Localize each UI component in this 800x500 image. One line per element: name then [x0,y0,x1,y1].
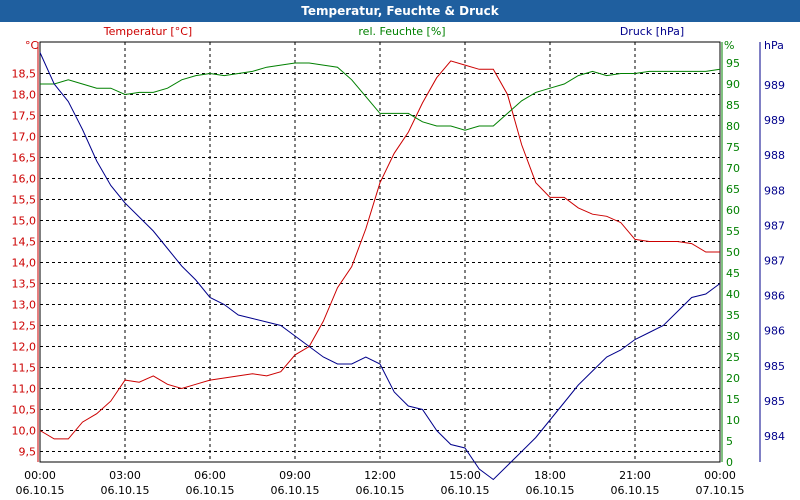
temperature-tick-label: 17,5 [12,110,37,123]
humidity-tick-label: 70 [726,162,740,175]
humidity-tick-label: 5 [726,435,733,448]
temperature-tick-label: 14,5 [12,236,37,249]
pressure-line [39,52,721,481]
temperature-tick-label: 15,5 [12,194,37,207]
temperature-tick-label: 11,5 [12,362,37,375]
temperature-tick-label: 10,0 [12,425,37,438]
humidity-tick-label: 55 [726,225,740,238]
chart-title-bar [0,0,800,22]
humidity-axis-title: rel. Feuchte [%] [358,25,445,38]
temperature-tick-label: 13,5 [12,278,37,291]
humidity-line [40,62,721,131]
temperature-tick-label: 9,5 [19,446,37,459]
humidity-tick-label: 80 [726,120,740,133]
humidity-unit-label: % [724,39,734,52]
x-tick-time: 21:00 [619,469,651,482]
pressure-tick-label: 985 [764,360,785,373]
temperature-tick-label: 16,5 [12,152,37,165]
temperature-unit-label: °C [25,39,39,52]
temperature-tick-label: 13,0 [12,299,37,312]
x-tick-date: 06.10.15 [186,484,235,497]
temperature-tick-label: 16,0 [12,173,37,186]
pressure-tick-label: 985 [764,395,785,408]
x-tick-time: 03:00 [109,469,141,482]
x-tick-time: 06:00 [194,469,226,482]
pressure-unit-label: hPa [764,39,784,52]
grid-lines [40,42,720,462]
humidity-tick-label: 95 [726,57,740,70]
temperature-axis-title: Temperatur [°C] [103,25,192,38]
humidity-tick-label: 15 [726,393,740,406]
humidity-tick-label: 20 [726,372,740,385]
humidity-tick-label: 25 [726,351,740,364]
x-tick-time: 00:00 [704,469,736,482]
humidity-tick-label: 45 [726,267,740,280]
pressure-tick-label: 986 [764,290,785,303]
temperature-tick-label: 18,5 [12,68,37,81]
temperature-tick-label: 15,0 [12,215,37,228]
x-tick-date: 06.10.15 [101,484,150,497]
pressure-tick-label: 987 [764,219,785,232]
humidity-tick-label: 65 [726,183,740,196]
humidity-tick-label: 10 [726,414,740,427]
x-tick-date: 06.10.15 [16,484,65,497]
pressure-tick-label: 986 [764,325,785,338]
temperature-tick-label: 12,0 [12,341,37,354]
x-tick-time: 18:00 [534,469,566,482]
x-tick-date: 06.10.15 [271,484,320,497]
temperature-tick-label: 14,0 [12,257,37,270]
humidity-tick-label: 60 [726,204,740,217]
x-tick-date: 07.10.15 [696,484,745,497]
pressure-axis-title: Druck [hPa] [620,25,684,38]
temperature-tick-label: 10,5 [12,404,37,417]
x-tick-date: 06.10.15 [441,484,490,497]
humidity-tick-label: 35 [726,309,740,322]
series-lines [39,52,721,481]
x-tick-time: 12:00 [364,469,396,482]
temperature-line [39,60,720,440]
humidity-tick-label: 75 [726,141,740,154]
x-tick-time: 15:00 [449,469,481,482]
temperature-tick-label: 17,0 [12,131,37,144]
pressure-tick-label: 989 [764,79,785,92]
pressure-tick-label: 987 [764,255,785,268]
temperature-tick-label: 18,0 [12,89,37,102]
temperature-tick-label: 12,5 [12,320,37,333]
x-tick-time: 09:00 [279,469,311,482]
humidity-tick-label: 0 [726,456,733,469]
humidity-tick-label: 30 [726,330,740,343]
pressure-tick-label: 989 [764,114,785,127]
tick-labels: 00:00 06.10.15 03:00 06.10.15 06:00 06.10.15 0… [12,57,786,497]
x-tick-date: 06.10.15 [356,484,405,497]
temperature-tick-label: 11,0 [12,383,37,396]
humidity-tick-label: 90 [726,78,740,91]
humidity-tick-label: 85 [726,99,740,112]
pressure-tick-label: 984 [764,430,785,443]
chart-title: Temperatur, Feuchte & Druck [301,4,499,18]
x-tick-date: 06.10.15 [526,484,575,497]
humidity-tick-label: 40 [726,288,740,301]
pressure-tick-label: 988 [764,149,785,162]
pressure-tick-label: 988 [764,184,785,197]
x-tick-date: 06.10.15 [611,484,660,497]
x-tick-time: 00:00 [24,469,56,482]
humidity-tick-label: 50 [726,246,740,259]
